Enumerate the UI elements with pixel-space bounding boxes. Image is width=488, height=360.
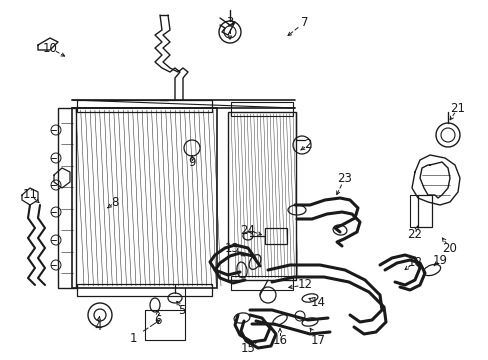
Text: 9: 9 bbox=[188, 156, 195, 168]
Text: 5: 5 bbox=[178, 303, 185, 316]
Text: 6: 6 bbox=[154, 314, 162, 327]
Text: 18: 18 bbox=[407, 256, 422, 269]
Text: 17: 17 bbox=[310, 333, 325, 346]
Bar bbox=[227, 112, 295, 280]
Text: 22: 22 bbox=[407, 229, 422, 242]
Bar bbox=[264, 228, 286, 244]
Text: 24: 24 bbox=[240, 224, 255, 237]
Text: 7: 7 bbox=[301, 15, 308, 28]
Bar bbox=[58, 108, 76, 288]
Text: 15: 15 bbox=[240, 342, 255, 355]
Text: 1: 1 bbox=[129, 332, 137, 345]
Text: 19: 19 bbox=[431, 253, 447, 266]
Text: 13: 13 bbox=[224, 242, 239, 255]
Bar bbox=[417, 195, 431, 227]
Text: 23: 23 bbox=[337, 171, 352, 184]
Bar bbox=[230, 102, 292, 116]
Bar bbox=[77, 100, 212, 112]
Text: 21: 21 bbox=[449, 102, 465, 114]
Text: 2: 2 bbox=[304, 139, 311, 152]
Text: 12: 12 bbox=[297, 279, 312, 292]
Text: 3: 3 bbox=[226, 15, 233, 28]
Text: 10: 10 bbox=[42, 41, 57, 54]
Text: 14: 14 bbox=[310, 296, 325, 309]
Text: 11: 11 bbox=[22, 189, 38, 202]
Bar bbox=[77, 284, 212, 296]
Bar bbox=[230, 276, 292, 290]
Text: 4: 4 bbox=[94, 320, 102, 333]
Bar bbox=[72, 108, 217, 288]
Text: 8: 8 bbox=[111, 195, 119, 208]
Text: 16: 16 bbox=[272, 333, 287, 346]
Text: 20: 20 bbox=[442, 242, 456, 255]
